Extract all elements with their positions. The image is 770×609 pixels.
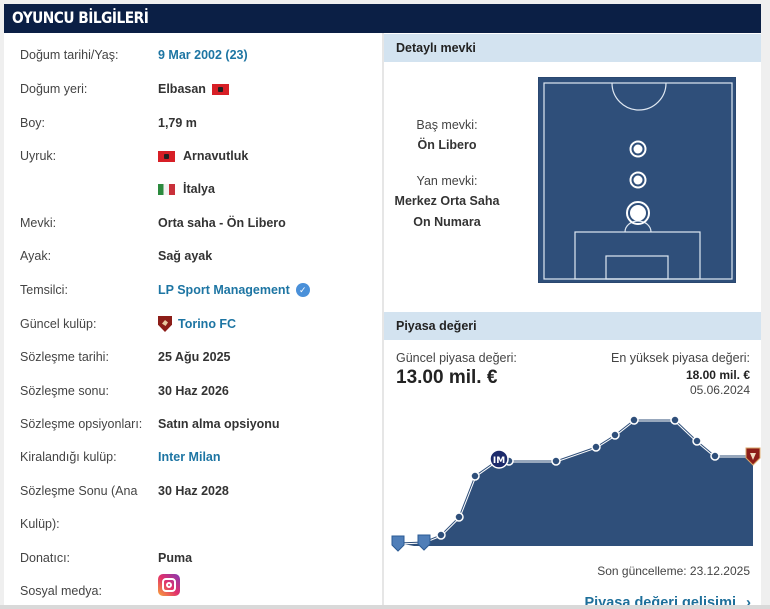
- value-social-media[interactable]: [158, 574, 180, 596]
- label-citizenship: Uyruk:: [20, 149, 57, 163]
- value-contract-end: 30 Haz 2026: [158, 384, 229, 398]
- label-parent-contract-end-cont: Kulüp):: [20, 517, 60, 531]
- highest-value: 18.00 mil. €: [685, 368, 750, 382]
- side-position-value-2: On Numara: [413, 215, 481, 229]
- label-social-media: Sosyal medya:: [20, 584, 102, 598]
- value-contract-start: 25 Ağu 2025: [158, 350, 231, 364]
- value-agent[interactable]: LP Sport Management ✓: [158, 283, 310, 297]
- chart-points[interactable]: [436, 415, 720, 540]
- player-details-panel: Doğum tarihi/Yaş: 9 Mar 2002 (23) Doğum …: [4, 33, 382, 609]
- player-info-card: OYUNCU BİLGİLERİ Doğum tarihi/Yaş: 9 Mar…: [4, 4, 761, 609]
- instagram-icon[interactable]: [158, 574, 180, 596]
- market-value-header: Piyasa değeri: [384, 312, 761, 340]
- current-club-link[interactable]: Torino FC: [178, 317, 237, 331]
- empoli-crest-icon[interactable]: [391, 534, 431, 552]
- label-birth-date: Doğum tarihi/Yaş:: [20, 48, 119, 62]
- birth-date-link[interactable]: 9 Mar 2002 (23): [158, 48, 248, 62]
- value-birth-place: Elbasan: [158, 82, 229, 96]
- side-position-value-1: Merkez Orta Saha: [394, 194, 500, 208]
- inter-crest-icon[interactable]: IM: [489, 449, 509, 469]
- torino-crest-icon[interactable]: [158, 316, 172, 332]
- label-foot: Ayak:: [20, 249, 52, 263]
- value-height: 1,79 m: [158, 116, 197, 130]
- main-position-value: Ön Libero: [417, 138, 477, 152]
- verified-check-icon: ✓: [295, 283, 310, 297]
- market-value-chart[interactable]: IM: [384, 403, 761, 553]
- albania-flag-icon: [158, 150, 175, 162]
- highest-value-label: En yüksek piyasa değeri:: [611, 351, 750, 365]
- label-birth-place: Doğum yeri:: [20, 82, 88, 96]
- main-position-marker: [626, 201, 650, 225]
- bottom-border: [0, 605, 770, 609]
- value-citizenship-1: Arnavutluk: [158, 149, 248, 163]
- right-panel: Detaylı mevki Baş mevki: Ön Libero Yan m…: [384, 33, 761, 609]
- side-position-marker-2: [629, 171, 647, 189]
- label-height: Boy:: [20, 116, 46, 130]
- label-agent: Temsilci:: [20, 283, 68, 297]
- detailed-position-header: Detaylı mevki: [384, 34, 761, 62]
- chevron-right-icon: ›: [746, 594, 751, 609]
- value-loaned-from[interactable]: Inter Milan: [158, 450, 221, 464]
- label-position: Mevki:: [20, 216, 57, 230]
- label-outfitter: Donatıcı:: [20, 551, 71, 565]
- label-contract-options: Sözleşme opsiyonları:: [20, 417, 143, 431]
- birth-place-text: Elbasan: [158, 82, 206, 96]
- italy-flag-icon: [158, 183, 175, 195]
- value-citizenship-2: İtalya: [158, 182, 215, 196]
- side-position-label: Yan mevki:: [416, 174, 478, 188]
- value-outfitter: Puma: [158, 551, 193, 565]
- side-position-marker-1: [629, 140, 647, 158]
- torino-crest-chart-icon[interactable]: [745, 447, 761, 466]
- citizenship-1-text: Arnavutluk: [183, 149, 249, 163]
- label-contract-end: Sözleşme sonu:: [20, 384, 109, 398]
- panel-divider: [382, 33, 384, 609]
- current-value-label: Güncel piyasa değeri:: [396, 351, 517, 365]
- card-header: OYUNCU BİLGİLERİ: [4, 4, 761, 33]
- card-title: OYUNCU BİLGİLERİ: [12, 8, 149, 27]
- chart-area: [398, 420, 753, 546]
- current-value: 13.00 mil. €: [396, 367, 498, 388]
- highest-value-date: 05.06.2024: [689, 383, 750, 397]
- label-contract-start: Sözleşme tarihi:: [20, 350, 109, 364]
- value-contract-options: Satın alma opsiyonu: [158, 417, 280, 431]
- value-position: Orta saha - Ön Libero: [158, 216, 286, 230]
- value-current-club[interactable]: Torino FC: [158, 316, 236, 332]
- svg-text:IM: IM: [493, 456, 505, 466]
- agent-link[interactable]: LP Sport Management: [158, 283, 290, 297]
- last-update-text: Son güncelleme: 23.12.2025: [597, 564, 750, 578]
- label-loaned-from: Kiralandığı kulüp:: [20, 450, 117, 464]
- pitch-lines: [543, 82, 733, 280]
- citizenship-2-text: İtalya: [183, 182, 215, 196]
- value-parent-contract-end: 30 Haz 2028: [158, 484, 229, 498]
- label-parent-contract-end: Sözleşme Sonu (Ana: [20, 484, 138, 498]
- label-current-club: Güncel kulüp:: [20, 317, 97, 331]
- main-position-label: Baş mevki:: [416, 118, 478, 132]
- value-birth-date[interactable]: 9 Mar 2002 (23): [158, 48, 248, 62]
- albania-flag-icon: [211, 83, 229, 95]
- pitch-diagram: [538, 77, 736, 283]
- value-foot: Sağ ayak: [158, 249, 213, 263]
